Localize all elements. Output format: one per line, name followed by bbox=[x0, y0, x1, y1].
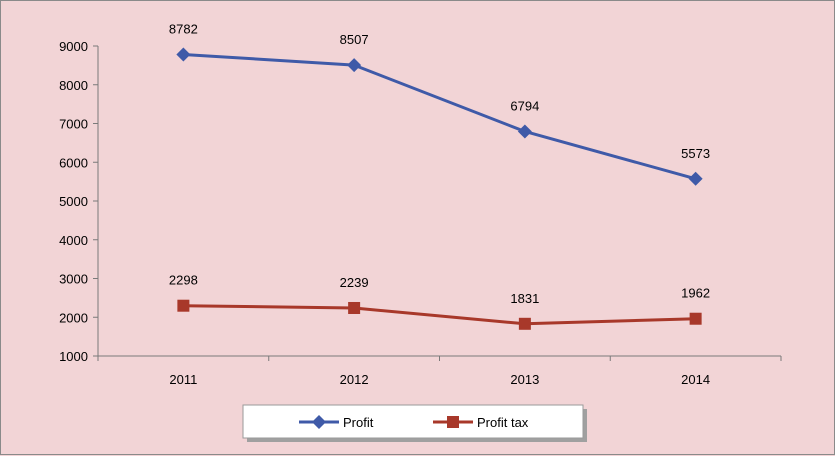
data-label: 5573 bbox=[681, 146, 710, 161]
data-label: 2239 bbox=[340, 275, 369, 290]
y-tick-label: 9000 bbox=[59, 39, 88, 54]
y-tick-label: 1000 bbox=[59, 349, 88, 364]
y-tick-label: 3000 bbox=[59, 272, 88, 287]
legend-marker-profit bbox=[312, 415, 326, 429]
legend-label-profit: Profit bbox=[343, 415, 374, 430]
legend-box bbox=[242, 404, 584, 439]
data-point-profit-tax bbox=[177, 299, 190, 312]
data-point-profit bbox=[176, 47, 191, 62]
legend: Profit Profit tax bbox=[242, 404, 587, 442]
data-point-profit bbox=[517, 124, 532, 139]
y-tick-label: 4000 bbox=[59, 233, 88, 248]
legend-marker-profit-tax bbox=[447, 416, 459, 428]
data-point-profit-tax bbox=[689, 312, 702, 325]
x-tick-label: 2011 bbox=[169, 372, 197, 387]
series-line-profit-tax bbox=[183, 304, 696, 326]
data-point-profit bbox=[347, 58, 362, 73]
data-label: 2298 bbox=[169, 273, 198, 288]
y-tick-label: 5000 bbox=[59, 194, 88, 209]
data-point-profit bbox=[688, 171, 703, 186]
data-label: 1962 bbox=[681, 286, 710, 301]
y-tick-label: 2000 bbox=[59, 310, 88, 325]
x-ticks: 2011 2012 2013 2014 bbox=[97, 356, 782, 387]
data-label: 8782 bbox=[169, 21, 198, 36]
x-tick-label: 2013 bbox=[510, 372, 539, 387]
series-line-profit bbox=[183, 52, 697, 181]
x-tick-label: 2012 bbox=[340, 372, 369, 387]
data-label: 6794 bbox=[510, 98, 539, 113]
x-tick-label: 2014 bbox=[681, 372, 710, 387]
y-tick-label: 8000 bbox=[59, 78, 88, 93]
legend-label-profit-tax: Profit tax bbox=[477, 415, 529, 430]
y-tick-label: 6000 bbox=[59, 155, 88, 170]
data-label: 1831 bbox=[510, 291, 539, 306]
data-point-profit-tax bbox=[518, 317, 531, 330]
data-point-profit-tax bbox=[348, 301, 361, 314]
y-tick-label: 7000 bbox=[59, 117, 88, 132]
data-label: 8507 bbox=[340, 32, 369, 47]
series-layer: 8782 8507 6794 5573 2298 2239 1831 1962 bbox=[169, 21, 710, 330]
axes bbox=[97, 46, 781, 357]
y-ticks: 1000 2000 3000 4000 5000 6000 7000 8000 9000 bbox=[59, 39, 98, 364]
